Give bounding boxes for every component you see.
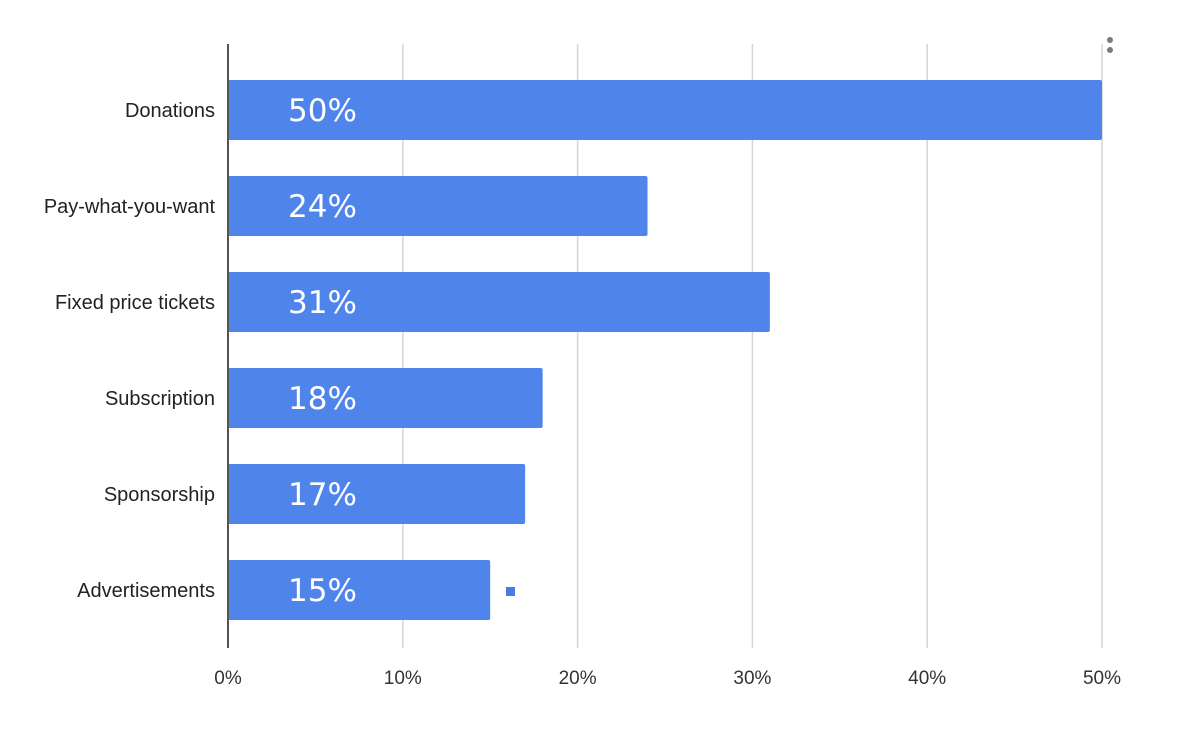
bar[interactable] [228, 272, 770, 332]
bar[interactable] [228, 80, 1102, 140]
category-label: Donations [125, 100, 215, 122]
data-label: 50% [288, 93, 357, 129]
bar[interactable] [228, 368, 543, 428]
data-label: 17% [288, 477, 357, 513]
category-label: Subscription [105, 388, 215, 410]
category-label: Fixed price tickets [55, 292, 215, 314]
x-tick-label: 40% [908, 668, 946, 689]
data-label: 15% [288, 573, 357, 609]
menu-dot [1107, 47, 1113, 53]
x-tick-label: 30% [733, 668, 771, 689]
bar[interactable] [228, 176, 648, 236]
data-label: 18% [288, 381, 357, 417]
labels: 0% 10% 20% 30% 40% 50% Donations 50% Pay-what-yo… [44, 93, 1121, 689]
x-tick-label: 0% [214, 668, 242, 689]
x-tick-label: 50% [1083, 668, 1121, 689]
category-label: Pay-what-you-want [44, 196, 216, 218]
more-vert-icon[interactable] [1107, 37, 1113, 53]
x-tick-label: 10% [384, 668, 422, 689]
data-label: 24% [288, 189, 357, 225]
bar[interactable] [228, 560, 491, 620]
category-label: Advertisements [77, 580, 215, 602]
bar[interactable] [228, 464, 526, 524]
bars [228, 80, 1102, 620]
category-label: Sponsorship [104, 484, 215, 506]
data-label: 31% [288, 285, 357, 321]
gridlines [402, 44, 1103, 648]
legend-marker [506, 587, 515, 596]
x-tick-label: 20% [559, 668, 597, 689]
menu-dot [1107, 37, 1113, 43]
